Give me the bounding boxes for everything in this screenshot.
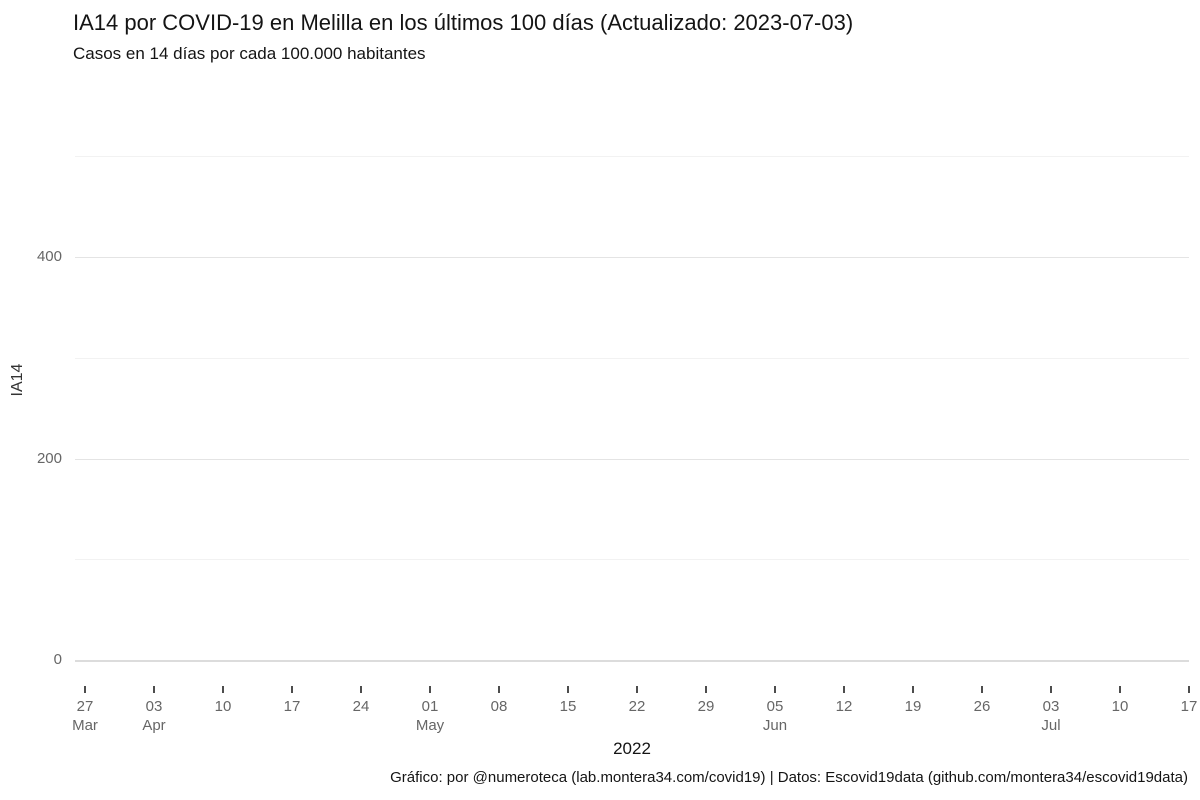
x-tick-month-label: Jul (1041, 717, 1061, 734)
chart-subtitle: Casos en 14 días por cada 100.000 habita… (73, 44, 426, 63)
chart-caption: Gráfico: por @numeroteca (lab.montera34.… (390, 769, 1188, 786)
x-tick-day-label: 15 (559, 698, 577, 715)
gridline-y-100 (75, 559, 1189, 561)
y-tick-label-400: 400 (36, 248, 62, 265)
x-tick-day-label: 10 (1111, 698, 1129, 715)
x-tick-month-label: Jun (762, 717, 788, 734)
x-tick-mark (567, 686, 569, 693)
gridline-y-0 (75, 660, 1189, 662)
x-tick-mark (153, 686, 155, 693)
x-tick-day-label: 24 (352, 698, 370, 715)
x-tick-day-label: 12 (835, 698, 853, 715)
gridline-y-300 (75, 357, 1189, 359)
x-tick-mark (981, 686, 983, 693)
x-tick-mark (705, 686, 707, 693)
x-tick-day-label: 22 (628, 698, 646, 715)
x-tick-mark (843, 686, 845, 693)
x-tick-mark (1188, 686, 1190, 693)
x-tick-day-label: 03 (145, 698, 163, 715)
chart-title: IA14 por COVID-19 en Melilla en los últi… (73, 10, 854, 35)
x-tick-month-label: May (415, 717, 445, 734)
x-tick-mark (291, 686, 293, 693)
x-tick-day-label: 03 (1042, 698, 1060, 715)
x-tick-mark (774, 686, 776, 693)
x-tick-day-label: 26 (973, 698, 991, 715)
x-tick-mark (912, 686, 914, 693)
gridline-y-500 (75, 156, 1189, 158)
x-axis-title: 2022 (613, 739, 651, 758)
x-tick-mark (498, 686, 500, 693)
y-tick-label-200: 200 (36, 449, 62, 467)
x-tick-mark (84, 686, 86, 693)
x-tick-day-label: 01 (421, 698, 439, 715)
x-tick-mark (429, 686, 431, 693)
gridline-y-200 (75, 458, 1189, 460)
x-tick-mark (360, 686, 362, 693)
x-tick-mark (636, 686, 638, 693)
x-tick-month-label: Apr (142, 717, 166, 734)
x-tick-day-label: 10 (214, 698, 232, 715)
x-tick-day-label: 19 (904, 698, 922, 715)
x-tick-day-label: 17 (1180, 698, 1198, 715)
x-tick-day-label: 05 (766, 698, 784, 715)
x-tick-day-label: 27 (76, 698, 94, 715)
x-tick-mark (1119, 686, 1121, 693)
y-tick-label-0: 0 (53, 651, 62, 668)
x-tick-mark (1050, 686, 1052, 693)
x-tick-month-label: Mar (72, 717, 98, 734)
x-tick-mark (222, 686, 224, 693)
x-tick-day-label: 29 (697, 698, 715, 715)
x-tick-day-label: 17 (283, 698, 301, 715)
x-tick-day-label: 08 (490, 698, 508, 715)
gridline-y-400 (75, 257, 1189, 258)
